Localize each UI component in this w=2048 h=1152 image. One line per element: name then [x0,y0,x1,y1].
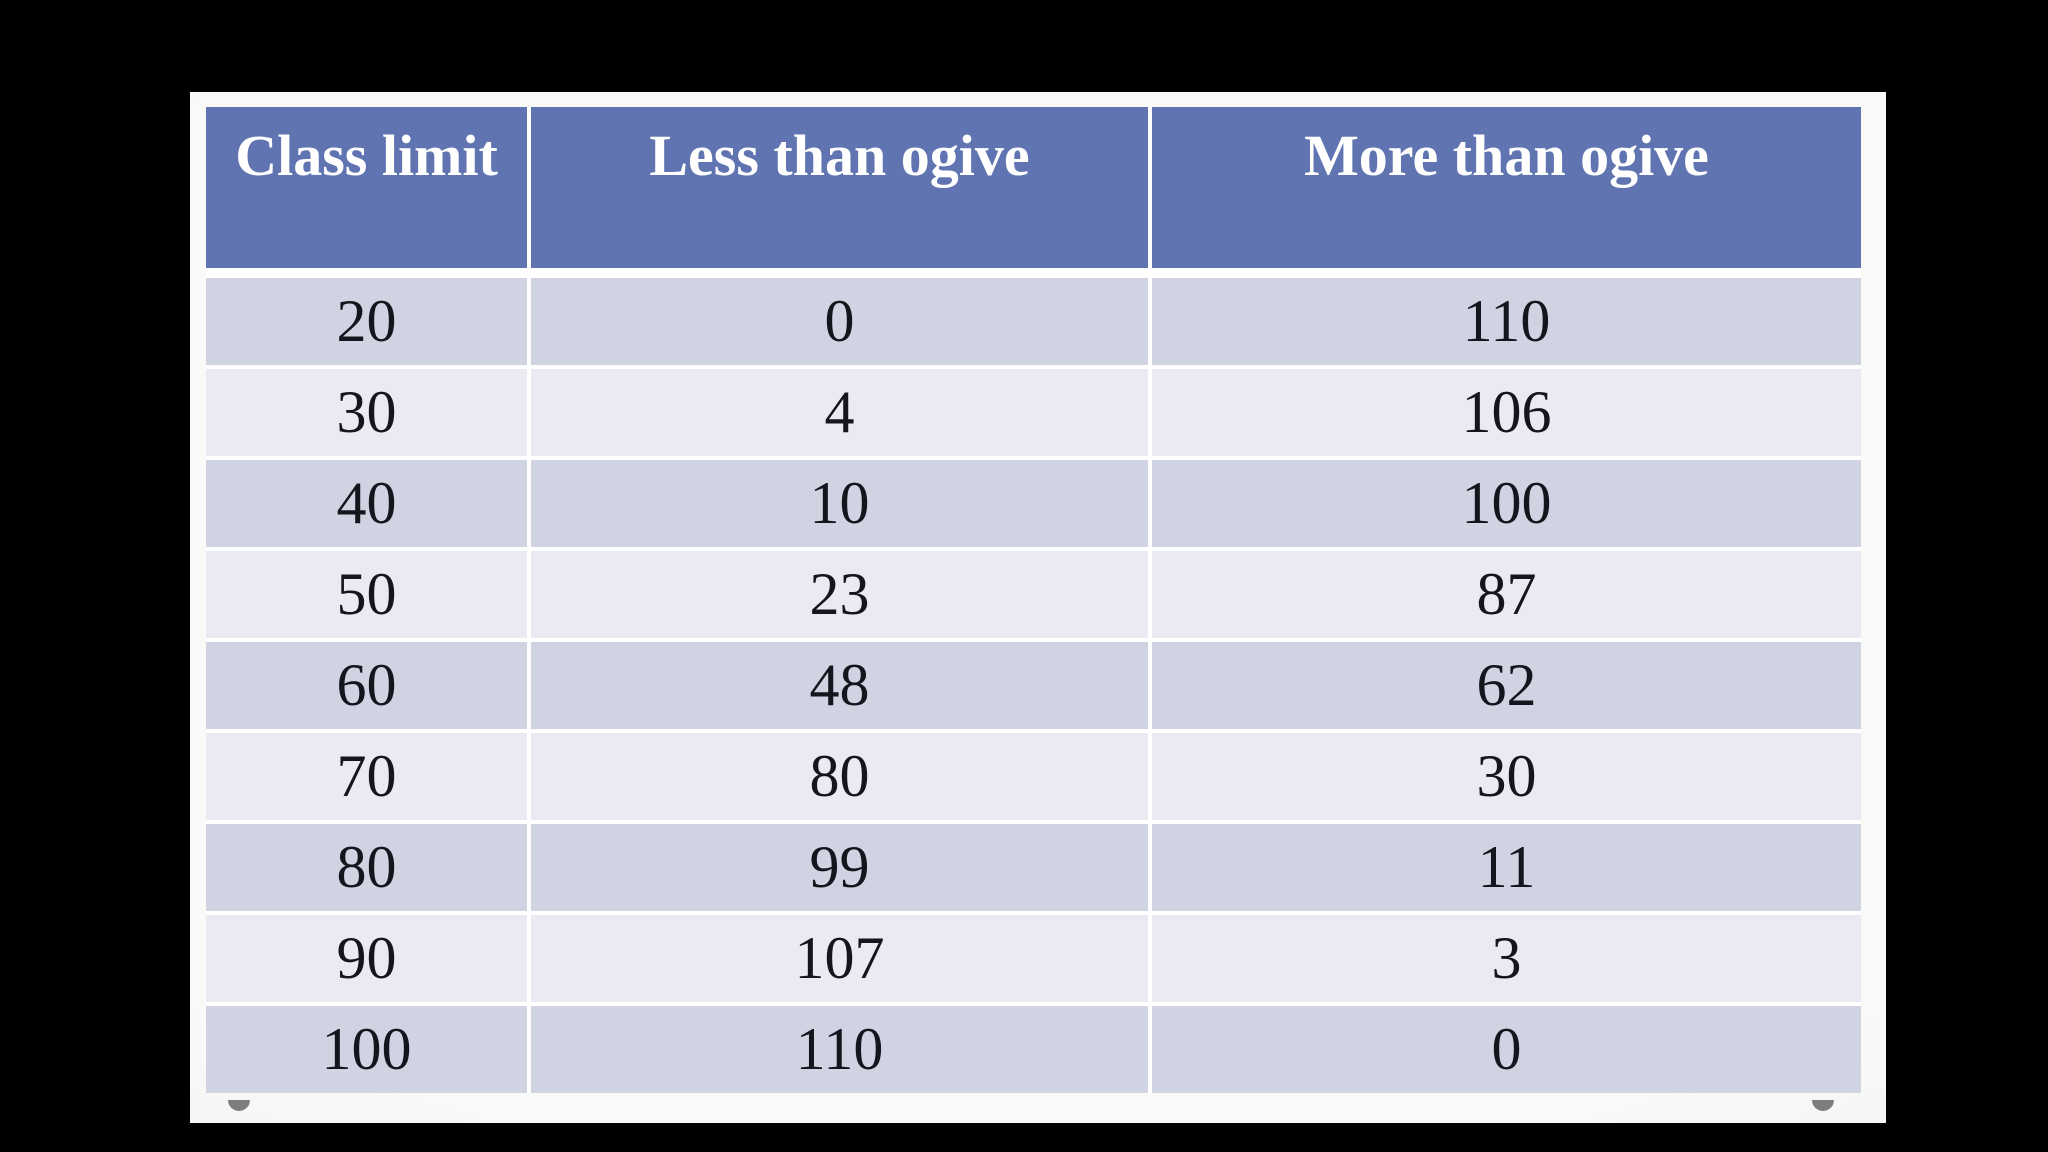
cell-less-than-ogive: 23 [531,551,1148,638]
cell-class-limit: 30 [206,369,527,456]
table-row: 60 48 62 [206,642,1861,729]
cell-less-than-ogive: 48 [531,642,1148,729]
cell-class-limit: 70 [206,733,527,820]
table-row: 50 23 87 [206,551,1861,638]
cell-less-than-ogive: 10 [531,460,1148,547]
cell-class-limit: 40 [206,460,527,547]
cell-more-than-ogive: 100 [1152,460,1861,547]
cell-class-limit: 50 [206,551,527,638]
table-header-row: Class limit Less than ogive More than og… [206,107,1861,268]
cell-more-than-ogive: 87 [1152,551,1861,638]
cell-more-than-ogive: 11 [1152,824,1861,911]
column-header-more-than-ogive: More than ogive [1152,107,1861,268]
table-row: 20 0 110 [206,278,1861,365]
cell-more-than-ogive: 110 [1152,278,1861,365]
table-body: 20 0 110 30 4 106 40 10 100 [206,278,1861,1093]
column-header-class-limit: Class limit [206,107,527,268]
cell-class-limit: 80 [206,824,527,911]
cell-more-than-ogive: 3 [1152,915,1861,1002]
bottom-marker-left [228,1100,250,1111]
cell-less-than-ogive: 107 [531,915,1148,1002]
cell-class-limit: 20 [206,278,527,365]
table-row: 70 80 30 [206,733,1861,820]
slide-panel: Class limit Less than ogive More than og… [190,92,1886,1123]
cell-class-limit: 90 [206,915,527,1002]
cell-more-than-ogive: 62 [1152,642,1861,729]
cell-more-than-ogive: 30 [1152,733,1861,820]
cell-more-than-ogive: 106 [1152,369,1861,456]
cell-class-limit: 60 [206,642,527,729]
table-row: 30 4 106 [206,369,1861,456]
cell-less-than-ogive: 4 [531,369,1148,456]
cell-less-than-ogive: 110 [531,1006,1148,1093]
cell-less-than-ogive: 80 [531,733,1148,820]
cell-more-than-ogive: 0 [1152,1006,1861,1093]
cell-class-limit: 100 [206,1006,527,1093]
column-header-less-than-ogive: Less than ogive [531,107,1148,268]
table-row: 90 107 3 [206,915,1861,1002]
cell-less-than-ogive: 99 [531,824,1148,911]
bottom-marker-right [1812,1100,1834,1111]
table-row: 40 10 100 [206,460,1861,547]
table-row: 80 99 11 [206,824,1861,911]
table-row: 100 110 0 [206,1006,1861,1093]
cell-less-than-ogive: 0 [531,278,1148,365]
ogive-table: Class limit Less than ogive More than og… [206,107,1861,1093]
